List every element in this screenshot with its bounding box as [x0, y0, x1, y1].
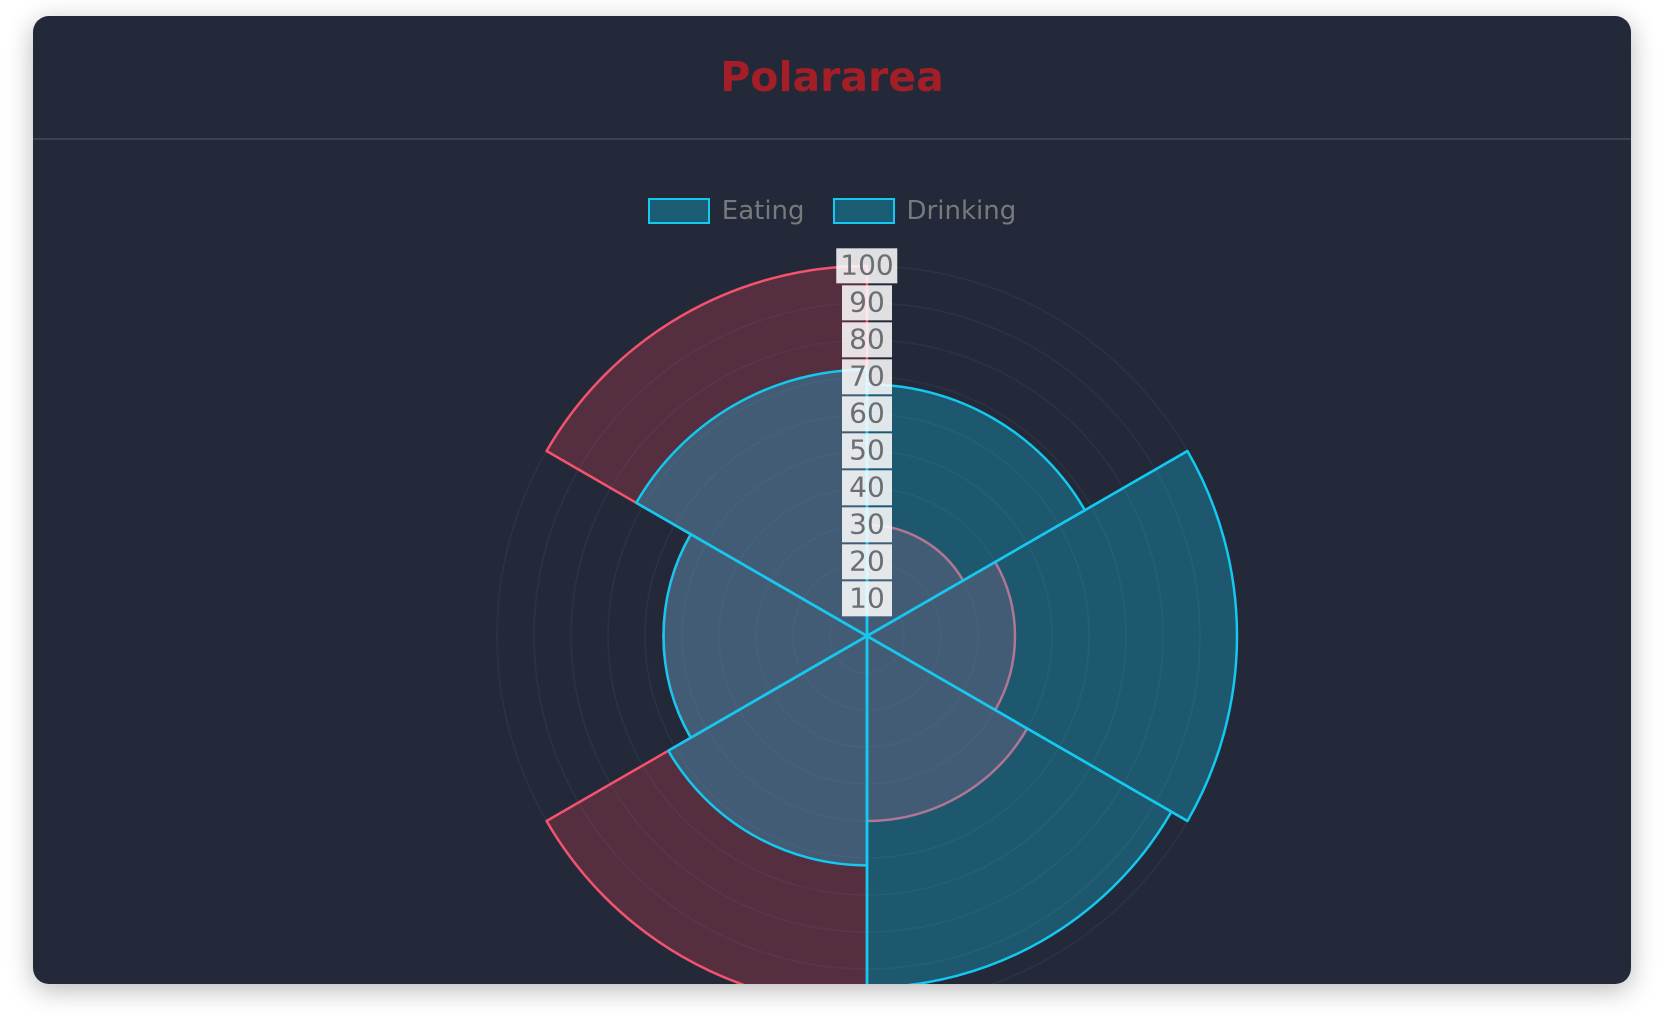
- legend-item-drinking[interactable]: Drinking: [832, 196, 1017, 226]
- polar-sector-drinking-6[interactable]: [635, 368, 869, 638]
- chart-card: Polararea 100 90 80 70 60 50 40 30 20 10 Eating D…: [33, 16, 1631, 984]
- angle-spoke: [866, 634, 1189, 823]
- chart-legend: Eating Drinking: [33, 198, 1631, 224]
- polar-sector-drinking-3[interactable]: [865, 634, 1173, 984]
- angle-spoke: [635, 501, 868, 638]
- page-title: Polararea: [720, 52, 944, 101]
- legend-label: Eating: [721, 196, 805, 226]
- polar-sector-eating-3[interactable]: [865, 634, 1029, 823]
- card-header: Polararea: [33, 16, 1631, 140]
- polar-sector-drinking-2[interactable]: [865, 449, 1239, 823]
- angle-spoke: [667, 634, 868, 752]
- polar-sector-drinking-4[interactable]: [667, 634, 869, 867]
- polar-sector-drinking-1[interactable]: [865, 383, 1087, 638]
- legend-swatch-icon: [832, 198, 895, 224]
- polar-sector-eating-4[interactable]: [545, 634, 869, 984]
- legend-swatch-icon: [647, 198, 710, 224]
- legend-label: Drinking: [906, 196, 1017, 226]
- angle-spoke: [866, 449, 1189, 638]
- polar-sector-drinking-5[interactable]: [662, 533, 869, 739]
- polar-sector-eating-6[interactable]: [545, 264, 869, 638]
- polar-chart-canvas: [496, 264, 1239, 984]
- polar-sector-eating-2[interactable]: [865, 560, 1017, 712]
- legend-item-eating[interactable]: Eating: [647, 196, 805, 226]
- polar-area-chart: 100 90 80 70 60 50 40 30 20 10 Eating Drinking: [33, 142, 1631, 984]
- series-drinking: [635, 368, 1239, 984]
